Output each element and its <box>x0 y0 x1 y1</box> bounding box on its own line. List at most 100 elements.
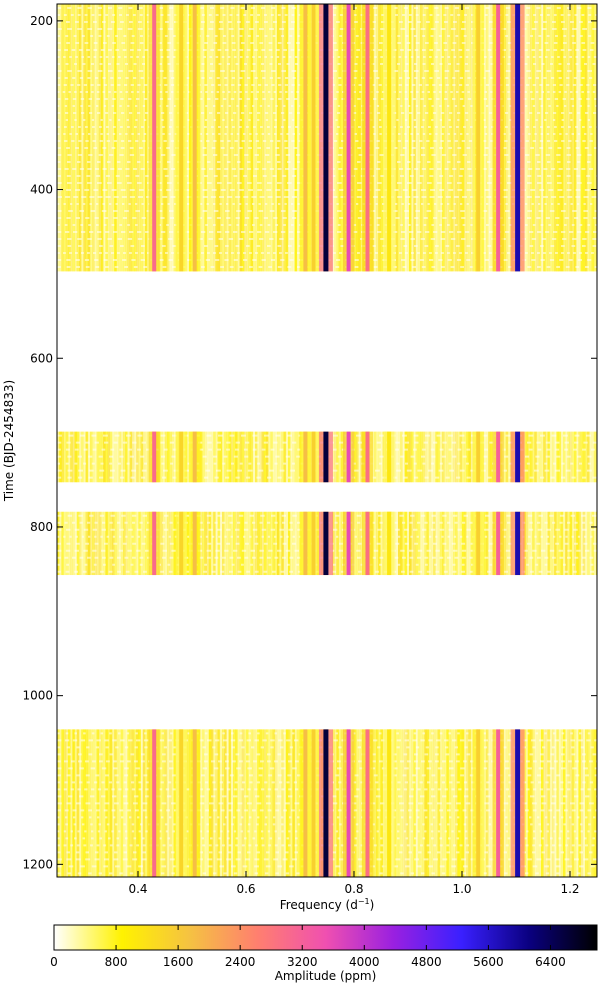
noise-stripe <box>565 4 568 272</box>
noise-stripe <box>98 4 102 272</box>
peak-band-0.748 <box>323 4 329 272</box>
noise-stripe <box>65 431 69 483</box>
noise-stripe <box>294 431 298 483</box>
noise-stripe <box>92 431 95 483</box>
noise-stripe <box>96 431 100 483</box>
noise-stripe <box>283 4 287 272</box>
noise-stripe <box>534 4 537 272</box>
time-segment-1 <box>57 431 597 483</box>
noise-stripe <box>406 4 410 272</box>
noise-stripe <box>72 4 75 272</box>
noise-stripe <box>103 729 106 877</box>
noise-stripe <box>274 4 278 272</box>
noise-stripe <box>118 729 122 877</box>
peak-band-1.03 <box>476 729 481 877</box>
noise-stripe <box>435 431 438 483</box>
noise-stripe <box>186 431 190 483</box>
noise-stripe <box>145 431 148 483</box>
noise-stripe <box>233 4 236 272</box>
peak-band-1.067 <box>496 4 501 272</box>
noise-stripe <box>252 511 256 576</box>
noise-stripe <box>453 4 456 272</box>
noise-stripe <box>406 729 410 877</box>
noise-stripe <box>549 511 553 576</box>
noise-stripe <box>413 729 416 877</box>
noise-stripe <box>116 511 119 576</box>
noise-stripe <box>211 431 214 483</box>
noise-stripe <box>409 511 412 576</box>
peak-band-0.865 <box>387 511 392 576</box>
noise-stripe <box>213 4 216 272</box>
colorbar-label: Amplitude (ppm) <box>275 969 377 983</box>
noise-stripe <box>261 4 265 272</box>
colorbar-tick-label: 6400 <box>535 955 566 969</box>
noise-stripe <box>96 4 100 272</box>
noise-stripe <box>219 4 223 272</box>
noise-stripe <box>589 511 592 576</box>
noise-stripe <box>413 4 416 272</box>
noise-stripe <box>107 431 111 483</box>
noise-stripe <box>250 4 254 272</box>
noise-stripe <box>545 729 548 877</box>
y-tick-label: 1200 <box>22 857 53 871</box>
noise-stripe <box>290 729 293 877</box>
noise-stripe <box>554 4 557 272</box>
noise-stripe <box>164 431 168 483</box>
noise-stripe <box>417 511 421 576</box>
peak-band-0.865 <box>387 729 392 877</box>
peak-band-0.79 <box>346 511 351 576</box>
noise-stripe <box>450 729 454 877</box>
noise-stripe <box>206 4 210 272</box>
peak-band-1.067 <box>496 729 501 877</box>
noise-stripe <box>125 4 128 272</box>
noise-stripe <box>587 729 590 877</box>
noise-stripe <box>468 511 471 576</box>
noise-stripe <box>459 431 463 483</box>
noise-stripe <box>252 431 256 483</box>
noise-stripe <box>202 4 205 272</box>
noise-stripe <box>270 729 273 877</box>
noise-stripe <box>259 511 262 576</box>
noise-stripe <box>103 431 106 483</box>
noise-stripe <box>486 4 489 272</box>
noise-stripe <box>488 4 491 272</box>
noise-stripe <box>162 4 166 272</box>
noise-stripe <box>171 4 174 272</box>
noise-stripe <box>591 4 595 272</box>
noise-stripe <box>380 4 383 272</box>
noise-stripe <box>160 4 163 272</box>
noise-stripe <box>68 4 71 272</box>
noise-stripe <box>204 4 207 272</box>
noise-stripe <box>435 729 438 877</box>
noise-stripe <box>270 4 273 272</box>
axes-layer: 0.4 0.6 0.8 1.0 1.2 200 400 600 800 1000 1200 Frequ… <box>2 3 598 912</box>
noise-stripe <box>270 511 273 576</box>
noise-stripe <box>206 431 210 483</box>
peak-band-0.825 <box>365 431 370 483</box>
noise-stripe <box>120 729 124 877</box>
noise-stripe <box>164 4 168 272</box>
noise-stripe <box>248 4 251 272</box>
noise-stripe <box>459 4 463 272</box>
noise-stripe <box>439 511 443 576</box>
noise-stripe <box>439 431 443 483</box>
noise-stripe <box>222 4 225 272</box>
x-tick-label: 1.0 <box>452 882 471 896</box>
noise-stripe <box>83 729 86 877</box>
noise-stripe <box>466 431 469 483</box>
noise-stripe <box>356 729 359 877</box>
noise-stripe <box>523 4 526 272</box>
noise-stripe <box>250 511 254 576</box>
noise-stripe <box>424 4 427 272</box>
noise-stripe <box>268 431 271 483</box>
peak-band-1.067 <box>496 511 501 576</box>
noise-stripe <box>136 431 139 483</box>
noise-stripe <box>340 4 344 272</box>
noise-stripe <box>239 4 243 272</box>
noise-stripe <box>560 4 564 272</box>
noise-stripe <box>334 4 337 272</box>
noise-stripe <box>105 431 108 483</box>
noise-stripe <box>136 511 139 576</box>
noise-stripe <box>424 729 427 877</box>
noise-stripe <box>576 729 579 877</box>
